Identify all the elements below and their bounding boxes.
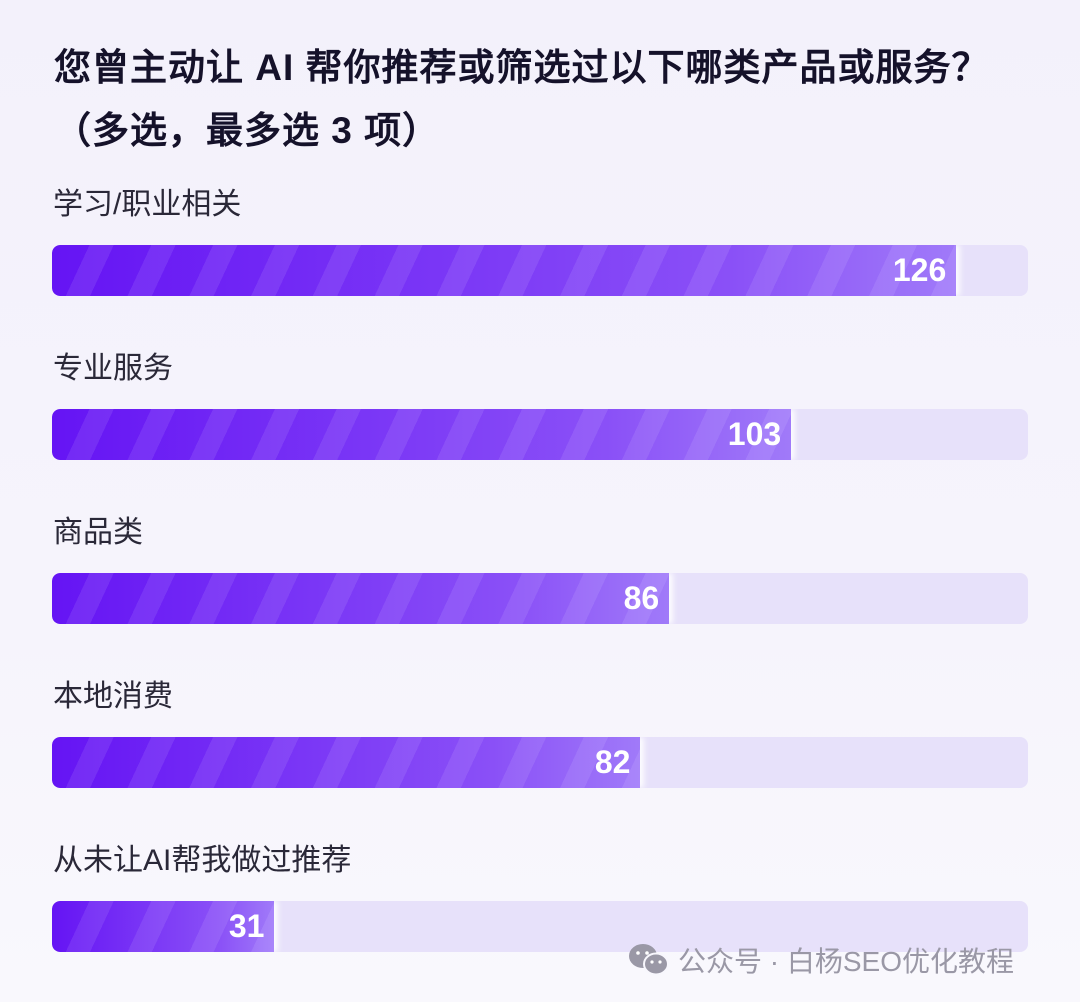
data-label: 82 [594,744,631,780]
category-label: 学习/职业相关 [53,188,242,221]
bar-track: 103 [52,409,1028,460]
data-label: 126 [892,252,947,288]
bar-track: 126 [52,245,1028,296]
bar: 86 [52,573,670,624]
chart-title: 您曾主动让 AI 帮你推荐或筛选过以下哪类产品或服务？（多选，最多选 3 项） [54,47,990,151]
wechat-icon [629,944,669,976]
bar-track: 86 [52,573,1028,624]
category-label: 商品类 [53,516,143,549]
bar: 103 [52,409,792,460]
category-label: 专业服务 [53,352,173,385]
footer-watermark: 公众号 · 白杨SEO优化教程 [628,940,1014,980]
footer-text: 公众号 · 白杨SEO优化教程 [678,946,1015,977]
data-label: 86 [623,580,660,616]
bar: 31 [52,901,275,952]
bar: 126 [52,245,957,296]
data-label: 31 [228,908,265,944]
category-label: 本地消费 [53,680,173,713]
bar-track: 82 [52,737,1028,788]
data-label: 103 [727,416,782,452]
bar: 82 [52,737,641,788]
bar-track: 31 [52,901,1028,952]
category-label: 从未让AI帮我做过推荐 [53,844,352,877]
